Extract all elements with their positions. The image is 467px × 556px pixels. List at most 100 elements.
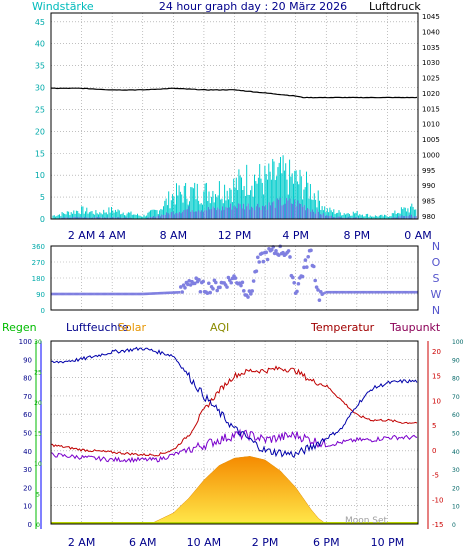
- direction-point: [401, 290, 403, 294]
- direction-point: [132, 292, 134, 296]
- direction-point: [395, 290, 398, 294]
- direction-point: [179, 285, 183, 289]
- direction-point: [412, 290, 414, 294]
- direction-point: [83, 292, 85, 296]
- solar-label: Solar: [118, 321, 147, 334]
- rain-axis-tick: 15: [34, 431, 42, 438]
- humidity-axis-tick: 70: [23, 393, 32, 401]
- direction-point: [100, 292, 102, 296]
- direction-point: [380, 290, 382, 294]
- direction-point: [56, 292, 59, 296]
- direction-point: [66, 292, 69, 296]
- direction-point: [131, 292, 133, 296]
- direction-point: [160, 291, 162, 295]
- direction-point: [107, 292, 109, 296]
- direction-point: [55, 292, 57, 296]
- direction-point: [350, 290, 353, 294]
- direction-point: [105, 292, 108, 296]
- direction-point: [161, 291, 164, 295]
- temperature-axis-tick: -10: [432, 496, 443, 504]
- direction-point: [329, 290, 332, 294]
- time-axis-tick: 8 AM: [160, 229, 188, 242]
- compass-letter: O: [432, 256, 441, 269]
- direction-point: [376, 290, 378, 294]
- direction-point: [54, 292, 56, 296]
- direction-point: [404, 290, 406, 294]
- time-axis-tick: 2 AM: [68, 229, 96, 242]
- direction-point: [406, 290, 409, 294]
- direction-point: [89, 292, 91, 296]
- direction-point: [349, 290, 351, 294]
- direction-point: [288, 255, 292, 259]
- wind-axis-label: Windstärke: [32, 0, 94, 13]
- direction-point: [314, 285, 319, 289]
- direction-point: [342, 290, 344, 294]
- direction-point: [355, 290, 357, 294]
- direction-point: [175, 291, 178, 294]
- direction-point: [327, 290, 329, 294]
- direction-point: [152, 292, 154, 295]
- time-axis-tick: 8 PM: [344, 229, 371, 242]
- time-axis-tick: 4 PM: [282, 229, 309, 242]
- pressure-axis-tick: 1000: [422, 151, 440, 159]
- direction-point: [101, 292, 104, 296]
- compass-letter: N: [432, 240, 440, 253]
- direction-point: [77, 292, 80, 296]
- direction-point: [405, 290, 407, 294]
- direction-point: [274, 249, 278, 253]
- pressure-axis-tick: 1015: [422, 105, 440, 113]
- humidity-line: [51, 346, 418, 459]
- direction-point: [328, 290, 330, 294]
- direction-point: [194, 276, 198, 281]
- direction-point: [98, 292, 101, 296]
- direction-point: [180, 290, 184, 294]
- direction-point: [147, 292, 150, 296]
- direction-point: [399, 290, 402, 294]
- direction-point: [177, 291, 179, 294]
- wind-axis-tick: 30: [35, 84, 45, 93]
- direction-point: [291, 275, 295, 280]
- direction-point: [201, 279, 205, 284]
- time-axis-tick: 4 AM: [98, 229, 126, 242]
- direction-point: [377, 290, 379, 294]
- temperature-axis-tick: 20: [432, 348, 441, 356]
- secondary-axis-tick: 10: [452, 504, 460, 511]
- direction-point: [250, 289, 254, 293]
- direction-axis-tick: 270: [32, 259, 45, 267]
- time-axis-tick: 2 AM: [68, 536, 96, 549]
- direction-point: [164, 291, 167, 295]
- direction-point: [335, 290, 337, 294]
- direction-point: [65, 292, 67, 296]
- humidity-axis-tick: 0: [28, 521, 32, 529]
- pressure-axis-tick: 985: [422, 198, 435, 206]
- direction-point: [336, 290, 339, 294]
- direction-point: [402, 290, 405, 294]
- pressure-axis-tick: 1025: [422, 75, 440, 83]
- pressure-axis-tick: 1040: [422, 28, 440, 36]
- direction-point: [62, 292, 64, 296]
- rain-baseline: [51, 522, 418, 524]
- direction-point: [156, 292, 158, 295]
- direction-point: [226, 275, 231, 280]
- wind-pressure-panel: 0510152025303540459809859909951000100510…: [35, 12, 440, 242]
- direction-point: [348, 290, 350, 294]
- direction-point: [331, 290, 333, 294]
- direction-point: [205, 291, 210, 296]
- direction-point: [214, 280, 218, 285]
- temperature-axis-tick: 0: [432, 447, 436, 455]
- direction-point: [257, 260, 262, 264]
- time-axis-tick: 10 AM: [187, 536, 222, 549]
- humidity-axis-tick: 10: [23, 503, 32, 511]
- direction-point: [353, 290, 356, 294]
- direction-point: [115, 292, 118, 296]
- direction-point: [338, 290, 340, 294]
- direction-point: [157, 291, 160, 295]
- direction-point: [108, 292, 111, 296]
- direction-point: [384, 290, 386, 294]
- compass-letter: W: [431, 288, 442, 301]
- pressure-axis-tick: 1030: [422, 59, 440, 67]
- direction-point: [125, 292, 127, 296]
- direction-point: [82, 292, 84, 296]
- direction-point: [255, 255, 260, 260]
- direction-point: [339, 290, 342, 294]
